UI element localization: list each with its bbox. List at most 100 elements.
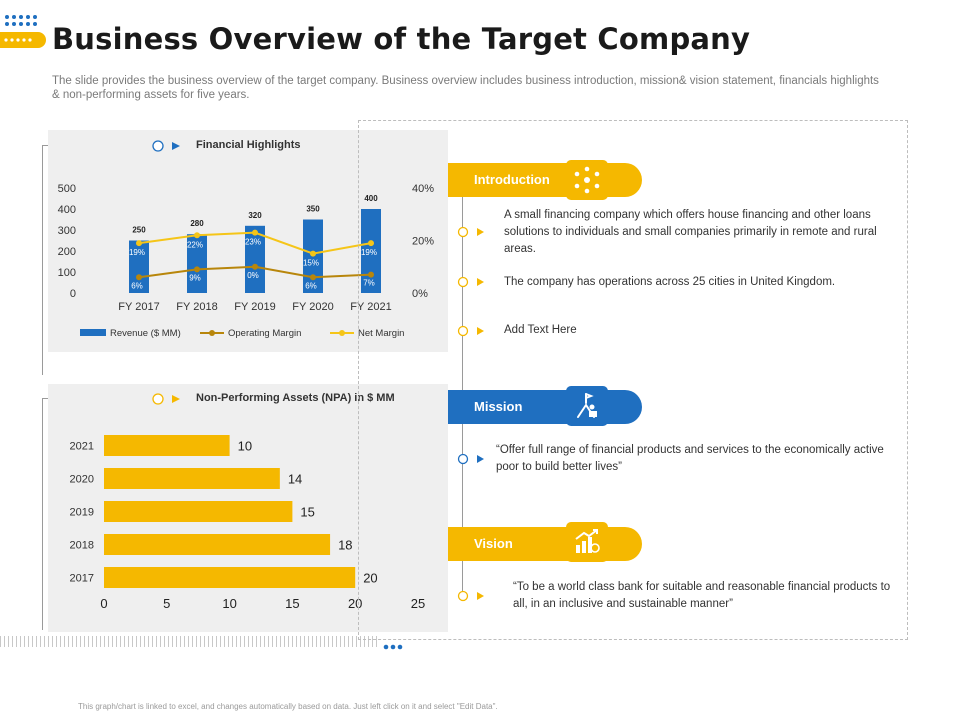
npa-category-label: 2021: [70, 441, 94, 453]
npa-category-label: 2017: [70, 573, 94, 585]
x-tick-label: FY 2018: [176, 301, 217, 313]
hatch-strip: [0, 636, 378, 647]
npa-value-label: 14: [288, 472, 302, 487]
revenue-value-label: 350: [306, 205, 320, 214]
bullet-marker-icon: [457, 276, 487, 288]
npa-bar: [104, 468, 280, 489]
net-margin-point: [368, 240, 374, 247]
mission-pill: [448, 390, 642, 424]
operating-margin-value-label: 7%: [363, 279, 375, 288]
npa-value-label: 15: [300, 505, 314, 520]
bullet-marker-icon: [457, 226, 487, 238]
bullet-marker-icon: [457, 453, 487, 465]
y-tick-label: 300: [58, 225, 76, 237]
net-margin-point: [136, 240, 142, 247]
operating-margin-value-label: 9%: [189, 273, 201, 282]
net-margin-point: [310, 250, 316, 257]
net-margin-value-label: 19%: [129, 248, 145, 257]
climber-icon: [566, 386, 608, 426]
npa-bar: [104, 534, 331, 555]
legend-net-dot: [339, 330, 345, 336]
revenue-bar: [129, 240, 149, 293]
revenue-value-label: 250: [132, 226, 146, 235]
revenue-value-label: 320: [248, 211, 262, 220]
y2-tick-label: 20%: [412, 236, 434, 248]
financial-highlights-panel: 500 400 300 200 100 0 40% 20% 0% FY 2017 FY 2018 FY…: [48, 130, 448, 352]
x-tick-label: FY 2020: [292, 301, 333, 313]
operating-margin-point: [252, 263, 258, 270]
x-tick-label: FY 2019: [234, 301, 275, 313]
net-margin-point: [194, 232, 200, 239]
npa-panel: 2021 10 2020 14 2019 15 2018 18 2017 20 0 5 10 15 20 25: [48, 384, 448, 632]
bullet-marker-icon: [457, 325, 487, 337]
y2-tick-label: 40%: [412, 183, 434, 195]
legend-net-label: Net Margin: [358, 328, 404, 339]
operating-margin-point: [310, 274, 316, 281]
intro-point-1: A small financing company which offers h…: [504, 209, 877, 255]
npa-x-tick-label: 25: [411, 596, 425, 611]
npa-x-tick-label: 10: [222, 596, 236, 611]
footer-note: This graph/chart is linked to excel, and…: [78, 702, 498, 711]
x-tick-label: FY 2017: [118, 301, 159, 313]
intro-point-3: Add Text Here: [504, 324, 577, 336]
network-icon: [566, 160, 608, 200]
npa-bar: [104, 435, 230, 456]
x-tick-label: FY 2021: [350, 301, 391, 313]
npa-bar: [104, 501, 293, 522]
npa-x-tick-label: 0: [100, 596, 107, 611]
npa-value-label: 20: [363, 571, 377, 586]
vision-text: “To be a world class bank for suitable a…: [513, 581, 891, 610]
net-margin-point: [252, 229, 258, 236]
vision-pill: [448, 527, 642, 561]
operating-margin-point: [368, 271, 374, 278]
circle-marker-icon: [152, 139, 184, 157]
revenue-value-label: 400: [364, 194, 378, 203]
npa-value-label: 18: [338, 538, 352, 553]
operating-margin-value-label: 6%: [305, 281, 317, 290]
circle-marker-icon: [152, 392, 184, 410]
legend-operating-label: Operating Margin: [228, 328, 301, 339]
operating-margin-point: [194, 266, 200, 273]
legend-operating-dot: [209, 330, 215, 336]
net-margin-value-label: 23%: [245, 238, 261, 247]
bracket-line: [42, 145, 43, 375]
y-tick-label: 500: [58, 183, 76, 195]
logo-bar: [0, 32, 46, 48]
revenue-bar: [187, 234, 207, 293]
introduction-pill: [448, 163, 642, 197]
npa-x-tick-label: 15: [285, 596, 299, 611]
blue-dots-icon: [383, 638, 405, 656]
mission-text: “Offer full range of financial products …: [496, 444, 884, 473]
financial-highlights-chart: 500 400 300 200 100 0 40% 20% 0% FY 2017 FY 2018 FY…: [58, 183, 435, 339]
financial-highlights-title: Financial Highlights: [196, 139, 301, 151]
y2-tick-label: 0%: [412, 288, 428, 300]
npa-title: Non-Performing Assets (NPA) in $ MM: [196, 392, 395, 404]
page-subtitle: The slide provides the business overview…: [52, 75, 879, 101]
npa-bar: [104, 567, 356, 588]
npa-category-label: 2018: [70, 540, 94, 552]
page-title: Business Overview of the Target Company: [52, 22, 751, 56]
npa-x-tick-label: 5: [163, 596, 170, 611]
y-tick-label: 0: [70, 288, 76, 300]
mission-label: Mission: [474, 399, 523, 414]
introduction-label: Introduction: [474, 172, 550, 187]
bullet-marker-icon: [457, 590, 487, 602]
revenue-bar: [361, 209, 381, 293]
logo-dots-icon: [4, 14, 38, 37]
net-margin-value-label: 15%: [303, 259, 319, 268]
y-tick-label: 400: [58, 204, 76, 216]
npa-value-label: 10: [238, 439, 252, 454]
legend-revenue-label: Revenue ($ MM): [110, 328, 181, 339]
vision-label: Vision: [474, 536, 513, 551]
operating-margin-value-label: 6%: [131, 281, 143, 290]
overview-box: [358, 120, 908, 640]
bracket-line: [42, 398, 43, 630]
legend-revenue-swatch: [80, 329, 106, 336]
y-tick-label: 200: [58, 246, 76, 258]
revenue-value-label: 280: [190, 219, 204, 228]
y-tick-label: 100: [58, 267, 76, 279]
npa-category-label: 2020: [70, 474, 94, 486]
growth-icon: [566, 522, 608, 562]
operating-margin-value-label: 0%: [247, 271, 259, 280]
